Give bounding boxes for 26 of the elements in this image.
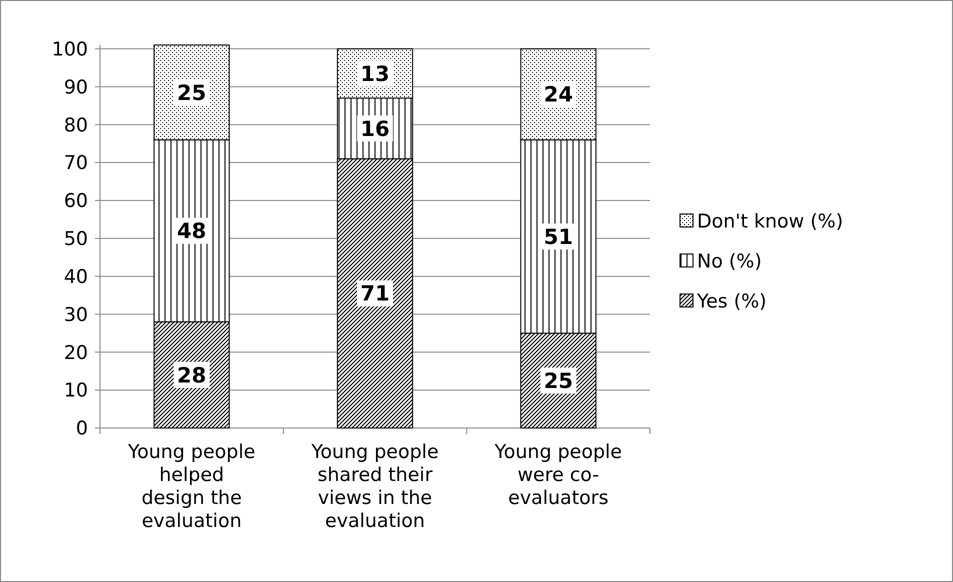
y-tick-label: 100 — [52, 38, 88, 60]
legend-label: Yes (%) — [696, 290, 767, 313]
y-tick-label: 40 — [64, 266, 88, 288]
y-tick-label: 60 — [64, 190, 88, 212]
data-label: 51 — [544, 224, 573, 249]
legend-label: Don't know (%) — [697, 210, 844, 233]
data-label: 24 — [544, 82, 573, 107]
x-tick-label: Young people shared their views in the evaluation — [310, 441, 439, 532]
data-label: 28 — [177, 363, 206, 388]
data-label: 25 — [544, 368, 573, 393]
legend-label: No (%) — [697, 250, 762, 273]
data-label: 13 — [360, 62, 390, 86]
x-tick-label: Young people were co-evaluators — [494, 441, 622, 509]
y-tick-label: 80 — [64, 114, 88, 136]
y-tick-label: 30 — [64, 304, 88, 326]
data-label: 71 — [360, 282, 390, 306]
y-tick-label: 20 — [64, 342, 88, 364]
y-tick-label: 90 — [64, 76, 88, 98]
y-tick-label: 50 — [64, 228, 88, 250]
data-label: 48 — [177, 219, 206, 244]
y-tick-label: 10 — [64, 380, 88, 402]
data-label: 16 — [360, 116, 390, 141]
x-tick-label: Young people helped design the evaluation — [127, 441, 256, 532]
y-tick-label: 70 — [64, 152, 88, 174]
data-label: 25 — [177, 80, 206, 105]
y-tick-label: 0 — [76, 418, 88, 440]
